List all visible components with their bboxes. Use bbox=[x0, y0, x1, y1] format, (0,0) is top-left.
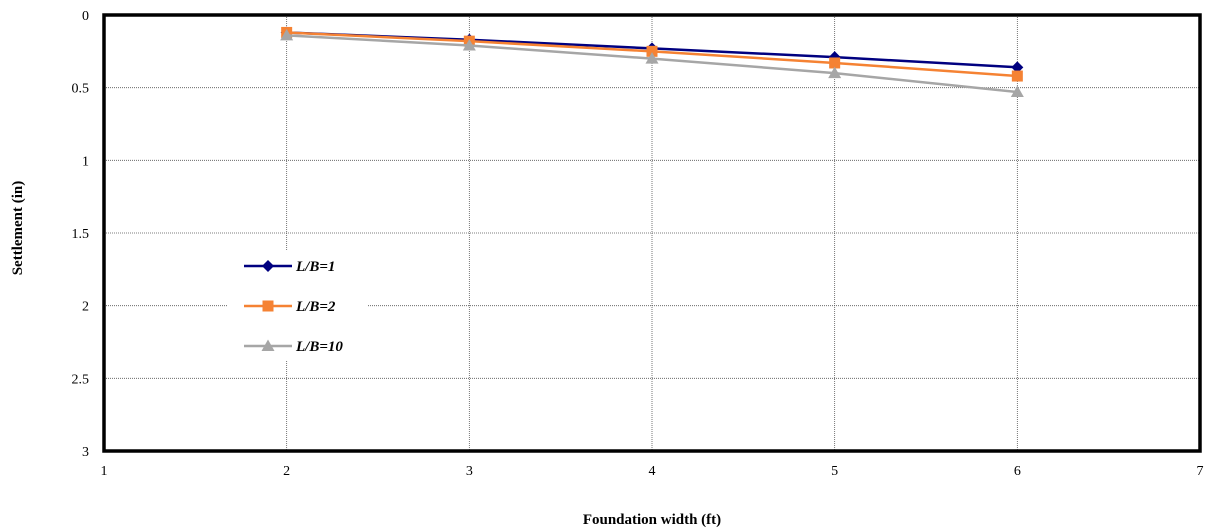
data-point bbox=[645, 52, 659, 64]
data-point bbox=[1010, 85, 1024, 98]
x-tick-label: 7 bbox=[1197, 464, 1204, 479]
x-tick-label: 4 bbox=[649, 464, 656, 479]
data-point bbox=[462, 39, 476, 51]
x-tick-label: 1 bbox=[101, 464, 108, 479]
data-point bbox=[829, 57, 841, 69]
y-tick-label: 2.5 bbox=[72, 372, 90, 387]
x-tick-label: 2 bbox=[283, 464, 290, 479]
series-l-b-10 bbox=[280, 28, 1024, 98]
legend-marker bbox=[262, 300, 274, 312]
y-axis-title: Settlement (in) bbox=[10, 181, 26, 276]
x-tick-labels: 1 2 3 4 5 6 7 bbox=[101, 464, 1204, 479]
plot-area-frame bbox=[102, 13, 1202, 453]
legend-item: L/B=2 bbox=[244, 299, 336, 315]
legend-label: L/B=10 bbox=[295, 339, 343, 355]
x-tick-label: 6 bbox=[1014, 464, 1021, 479]
data-point bbox=[1011, 70, 1023, 82]
y-tick-label: 1 bbox=[82, 154, 89, 169]
legend-marker bbox=[261, 339, 275, 351]
legend-marker bbox=[262, 260, 274, 272]
data-point bbox=[828, 66, 842, 79]
data-point bbox=[280, 28, 294, 41]
data-point bbox=[1011, 61, 1024, 74]
legend-label: L/B=2 bbox=[295, 299, 336, 315]
series-layer bbox=[280, 26, 1024, 98]
y-tick-label: 2 bbox=[82, 300, 89, 315]
y-tick-label: 3 bbox=[82, 445, 89, 460]
legend-label: L/B=1 bbox=[295, 259, 335, 275]
legend-item: L/B=1 bbox=[244, 259, 335, 275]
y-tick-label: 0 bbox=[82, 9, 89, 24]
y-tick-label: 1.5 bbox=[72, 227, 90, 242]
x-tick-label: 3 bbox=[466, 464, 473, 479]
y-tick-label: 0.5 bbox=[72, 82, 90, 97]
x-tick-label: 5 bbox=[831, 464, 838, 479]
data-point bbox=[646, 45, 658, 57]
legend-item: L/B=10 bbox=[244, 339, 343, 355]
x-axis-title: Foundation width (ft) bbox=[583, 512, 721, 528]
y-tick-labels: 0 0.5 1 1.5 2 2.5 3 bbox=[72, 9, 90, 460]
legend: L/B=1 L/B=2 L/B=10 bbox=[228, 250, 368, 360]
